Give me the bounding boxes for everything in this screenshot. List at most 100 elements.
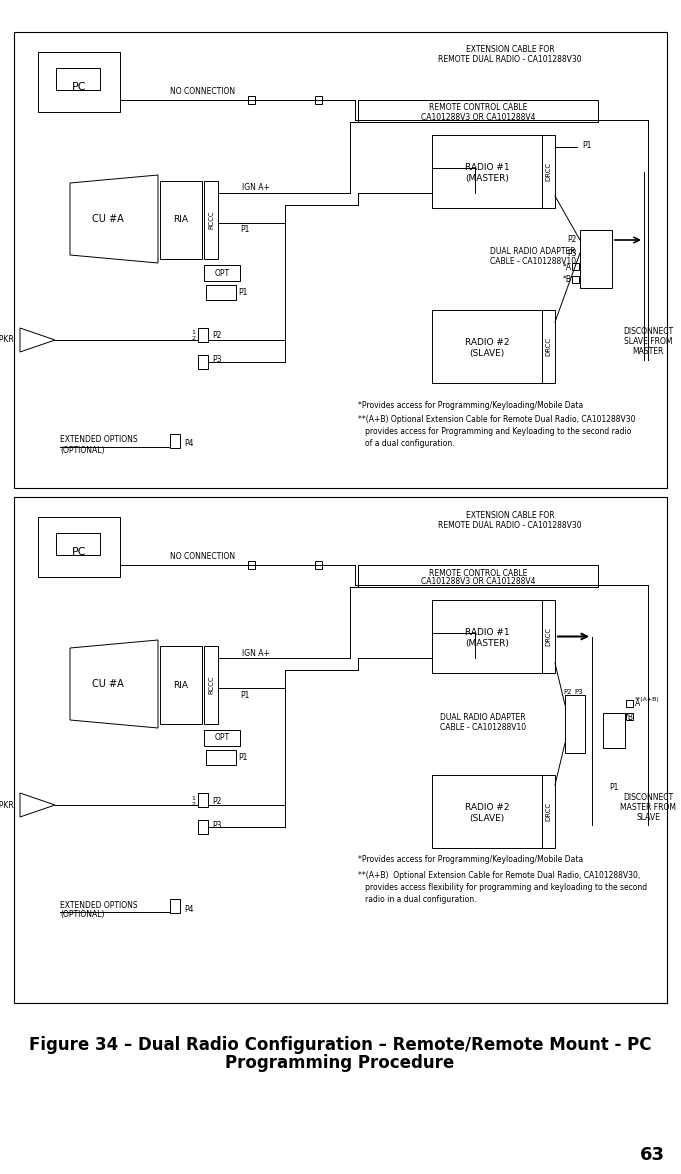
Text: PC: PC <box>72 82 86 92</box>
Text: P2: P2 <box>212 796 221 805</box>
Text: RIA: RIA <box>174 681 189 689</box>
Text: P2: P2 <box>564 689 572 695</box>
Text: EXTENDED OPTIONS: EXTENDED OPTIONS <box>60 900 138 910</box>
Text: P1: P1 <box>609 783 618 792</box>
Bar <box>38 52 120 112</box>
Bar <box>204 181 218 259</box>
Bar <box>170 899 180 913</box>
Bar <box>160 181 202 259</box>
Bar <box>572 276 579 283</box>
Text: P3: P3 <box>567 249 577 257</box>
Text: IGN A+: IGN A+ <box>242 648 270 657</box>
Text: P1: P1 <box>240 225 249 235</box>
Text: EXTENDED OPTIONS: EXTENDED OPTIONS <box>60 436 138 445</box>
Text: DRCC: DRCC <box>545 802 552 821</box>
Bar <box>542 135 555 208</box>
Text: CU #A: CU #A <box>92 679 124 689</box>
Text: REMOTE DUAL RADIO - CA101288V30: REMOTE DUAL RADIO - CA101288V30 <box>438 55 582 65</box>
Text: P2: P2 <box>212 331 221 340</box>
Text: 63: 63 <box>639 1146 665 1163</box>
Text: **(A+B): **(A+B) <box>635 696 660 702</box>
Text: NO CONNECTION: NO CONNECTION <box>170 552 235 561</box>
Text: P3: P3 <box>575 689 584 695</box>
Text: *Provides access for Programming/Keyloading/Mobile Data: *Provides access for Programming/Keyload… <box>358 856 583 864</box>
Text: (MASTER): (MASTER) <box>465 174 509 183</box>
Bar <box>432 775 542 848</box>
Text: SPKR: SPKR <box>0 336 14 344</box>
Bar <box>432 310 542 383</box>
Bar <box>626 700 633 707</box>
Text: SPKR: SPKR <box>0 801 14 810</box>
Text: 2: 2 <box>191 802 195 807</box>
Text: provides access flexibility for programming and keyloading to the second: provides access flexibility for programm… <box>365 883 647 891</box>
Text: P1: P1 <box>238 753 247 762</box>
Polygon shape <box>20 792 55 817</box>
Text: (OPTIONAL): (OPTIONAL) <box>60 445 104 454</box>
Text: DISCONNECT: DISCONNECT <box>623 328 673 337</box>
Bar <box>198 328 208 342</box>
Text: **(A+B) Optional Extension Cable for Remote Dual Radio, CA101288V30: **(A+B) Optional Extension Cable for Rem… <box>358 416 635 425</box>
Bar <box>315 96 322 104</box>
Bar <box>542 600 555 673</box>
Text: CA101288V3 OR CA101288V4: CA101288V3 OR CA101288V4 <box>421 578 535 587</box>
Bar <box>626 713 633 720</box>
Text: OPT: OPT <box>215 269 229 277</box>
Text: DISCONNECT: DISCONNECT <box>623 792 673 802</box>
Polygon shape <box>20 328 55 352</box>
Text: RADIO #1: RADIO #1 <box>464 163 509 173</box>
Bar <box>206 285 236 301</box>
Text: Programming Procedure: Programming Procedure <box>225 1054 455 1072</box>
Text: *Provides access for Programming/Keyloading/Mobile Data: *Provides access for Programming/Keyload… <box>358 400 583 410</box>
Bar <box>542 310 555 383</box>
Text: CABLE - CA101288V10: CABLE - CA101288V10 <box>490 257 576 266</box>
Text: P3: P3 <box>212 821 221 830</box>
Text: DRCC: DRCC <box>545 162 552 181</box>
Text: EXTENSION CABLE FOR: EXTENSION CABLE FOR <box>466 46 554 54</box>
Text: NO CONNECTION: NO CONNECTION <box>170 87 235 96</box>
Bar <box>565 695 585 753</box>
Text: (OPTIONAL): (OPTIONAL) <box>60 911 104 919</box>
Bar <box>580 230 612 288</box>
Text: REMOTE CONTROL CABLE: REMOTE CONTROL CABLE <box>429 568 527 578</box>
Text: (SLAVE): (SLAVE) <box>469 814 505 823</box>
Text: *B: *B <box>625 713 634 722</box>
Bar <box>204 265 240 281</box>
Polygon shape <box>70 640 158 728</box>
Text: provides access for Programming and Keyloading to the second radio: provides access for Programming and Keyl… <box>365 427 631 437</box>
Text: *A: *A <box>563 263 572 271</box>
Text: A: A <box>635 700 640 708</box>
Text: RCCC: RCCC <box>208 210 214 229</box>
Bar <box>248 561 255 569</box>
Text: P3: P3 <box>212 356 221 364</box>
Text: REMOTE DUAL RADIO - CA101288V30: REMOTE DUAL RADIO - CA101288V30 <box>438 520 582 529</box>
Text: P1: P1 <box>238 288 247 297</box>
Text: Figure 34 – Dual Radio Configuration – Remote/Remote Mount - PC: Figure 34 – Dual Radio Configuration – R… <box>29 1035 651 1054</box>
Bar <box>248 96 255 104</box>
Bar <box>198 819 208 834</box>
Text: 2: 2 <box>191 337 195 342</box>
Text: OPT: OPT <box>215 734 229 742</box>
Text: **(A+B)  Optional Extension Cable for Remote Dual Radio, CA101288V30,: **(A+B) Optional Extension Cable for Rem… <box>358 870 640 879</box>
Bar <box>170 434 180 448</box>
Text: RCCC: RCCC <box>208 676 214 694</box>
Bar <box>572 263 579 270</box>
Text: RADIO #2: RADIO #2 <box>464 338 509 348</box>
Text: P1: P1 <box>582 141 591 149</box>
Text: DRCC: DRCC <box>545 337 552 356</box>
Text: (SLAVE): (SLAVE) <box>469 349 505 358</box>
Text: CA101288V3 OR CA101288V4: CA101288V3 OR CA101288V4 <box>421 113 535 121</box>
Text: SLAVE: SLAVE <box>636 812 660 822</box>
Text: MASTER FROM: MASTER FROM <box>620 803 676 811</box>
Bar <box>542 775 555 848</box>
Text: REMOTE CONTROL CABLE: REMOTE CONTROL CABLE <box>429 103 527 113</box>
Bar <box>198 792 208 807</box>
Bar <box>56 533 100 555</box>
Text: RADIO #1: RADIO #1 <box>464 628 509 637</box>
Bar <box>358 100 598 122</box>
Text: IGN A+: IGN A+ <box>242 183 270 193</box>
Bar <box>206 750 236 765</box>
Bar <box>14 497 667 1003</box>
Bar <box>198 355 208 369</box>
Bar <box>204 646 218 724</box>
Text: 1: 1 <box>191 796 195 801</box>
